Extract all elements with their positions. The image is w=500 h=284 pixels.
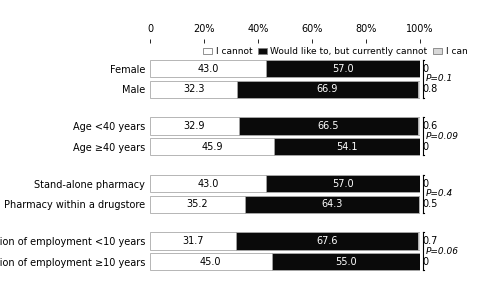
Text: 31.7: 31.7 <box>182 236 204 246</box>
Text: 43.0: 43.0 <box>198 64 218 74</box>
Bar <box>150 232 236 250</box>
Text: 0: 0 <box>422 179 428 189</box>
Bar <box>418 81 420 98</box>
Bar <box>150 60 266 77</box>
Bar <box>274 138 420 155</box>
Bar <box>150 253 272 270</box>
Text: 45.0: 45.0 <box>200 257 222 267</box>
Text: 0: 0 <box>422 257 428 267</box>
Bar <box>237 81 418 98</box>
Text: 0.6: 0.6 <box>422 121 438 131</box>
Text: 32.9: 32.9 <box>184 121 205 131</box>
Bar <box>418 195 420 213</box>
Text: 57.0: 57.0 <box>332 179 354 189</box>
Text: 57.0: 57.0 <box>332 64 354 74</box>
Text: 66.9: 66.9 <box>317 84 338 94</box>
Text: P=0.1: P=0.1 <box>426 74 453 83</box>
Text: 0.7: 0.7 <box>422 236 438 246</box>
Bar <box>150 117 239 135</box>
Text: 0: 0 <box>422 64 428 74</box>
Bar <box>150 175 266 192</box>
Text: 66.5: 66.5 <box>318 121 340 131</box>
Text: 0.8: 0.8 <box>422 84 438 94</box>
Text: P=0.09: P=0.09 <box>426 132 458 141</box>
Text: 55.0: 55.0 <box>335 257 356 267</box>
Text: 32.3: 32.3 <box>183 84 204 94</box>
Bar <box>266 175 420 192</box>
Bar <box>150 195 245 213</box>
Bar <box>150 138 274 155</box>
Text: 45.9: 45.9 <box>201 142 222 152</box>
Text: 35.2: 35.2 <box>186 199 208 209</box>
Bar <box>418 232 420 250</box>
Text: 67.6: 67.6 <box>316 236 338 246</box>
Bar <box>266 60 420 77</box>
Bar <box>239 117 418 135</box>
Text: P=0.4: P=0.4 <box>426 189 453 198</box>
Text: 0: 0 <box>422 142 428 152</box>
Text: 0.5: 0.5 <box>422 199 438 209</box>
Text: 43.0: 43.0 <box>198 179 218 189</box>
Text: P=0.06: P=0.06 <box>426 247 458 256</box>
Bar <box>236 232 418 250</box>
Bar <box>245 195 418 213</box>
Text: 64.3: 64.3 <box>321 199 342 209</box>
Bar <box>272 253 420 270</box>
Bar <box>150 81 237 98</box>
Legend: I cannot, Would like to, but currently cannot, I can: I cannot, Would like to, but currently c… <box>203 47 468 56</box>
Text: 54.1: 54.1 <box>336 142 357 152</box>
Bar <box>418 117 420 135</box>
